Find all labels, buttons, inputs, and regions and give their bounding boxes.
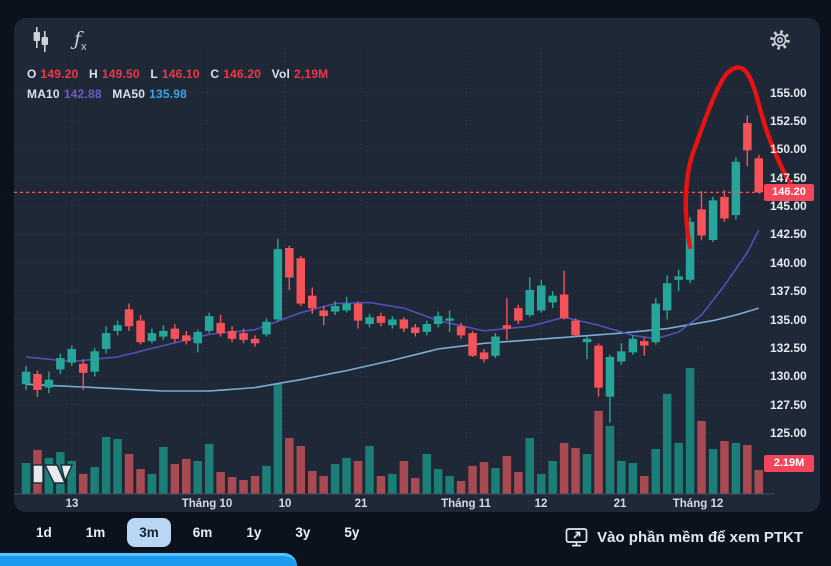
low-label: L [150, 67, 158, 81]
price-tick-label: 125.00 [770, 426, 807, 440]
ma-legend: MA10 142.88 MA50 135.98 [27, 87, 187, 101]
range-button-1y[interactable]: 1y [246, 525, 262, 540]
high-label: H [89, 67, 98, 81]
time-axis-label: 21 [354, 498, 368, 510]
range-button-1d[interactable]: 1d [36, 525, 52, 540]
range-button-6m[interactable]: 6m [192, 525, 213, 540]
price-tick-label: 135.00 [770, 312, 807, 327]
time-axis-label: 21 [613, 498, 627, 510]
range-button-5y[interactable]: 5y [344, 525, 360, 540]
time-axis-label: 10 [278, 498, 292, 510]
time-axis-label: Tháng 12 [672, 498, 724, 510]
open-software-label: Vào phần mềm để xem PTKT [597, 528, 803, 546]
last-price-badge: 146.20 [764, 183, 814, 201]
time-axis-label: 12 [534, 498, 548, 510]
price-tick-label: 127.50 [770, 397, 807, 412]
monitor-arrow-icon [565, 528, 588, 547]
price-tick-label: 140.00 [770, 255, 807, 270]
time-axis-label: Tháng 10 [181, 498, 233, 510]
ma50-value: 135.98 [149, 87, 187, 101]
bottom-action-button[interactable] [0, 553, 297, 566]
chart-panel: ƒx O 149.20 H 149.50 L 146.10 C 146.20 Vol 2,… [14, 18, 820, 512]
low-value: 146.10 [161, 67, 200, 81]
range-button-1m[interactable]: 1m [85, 525, 106, 540]
price-tick-label: 132.50 [770, 340, 807, 355]
last-volume-badge: 2.19M [764, 455, 814, 472]
ma10-label: MA10 [27, 87, 60, 101]
price-tick-label: 130.00 [770, 369, 807, 384]
close-value: 146.20 [223, 67, 262, 81]
open-software-link[interactable]: Vào phần mềm để xem PTKT [565, 527, 803, 547]
open-label: O [27, 67, 37, 81]
range-button-3y[interactable]: 3y [295, 525, 311, 540]
price-chart[interactable] [14, 18, 820, 512]
tradingview-logo[interactable] [31, 460, 75, 486]
price-tick-label: 142.50 [770, 227, 807, 242]
price-tick-label: 150.00 [770, 142, 807, 157]
candlestick-style-icon[interactable] [30, 26, 50, 52]
range-toolbar: 1d 1m 3m 6m 1y 3y 5y [24, 518, 371, 547]
price-tick-label: 147.50 [770, 170, 807, 185]
volume-value: 2,19M [294, 67, 329, 81]
time-axis-label: Tháng 11 [441, 498, 491, 510]
time-axis-label: 13 [65, 498, 79, 510]
volume-label: Vol [271, 67, 291, 81]
high-value: 149.50 [101, 67, 140, 81]
price-tick-label: 145.00 [770, 199, 807, 213]
price-tick-label: 137.50 [770, 284, 807, 299]
close-label: C [210, 67, 220, 81]
fx-indicators-icon[interactable]: ƒx [74, 28, 87, 53]
open-value: 149.20 [40, 67, 79, 81]
range-button-3m[interactable]: 3m [127, 518, 171, 547]
ohlcv-legend: O 149.20 H 149.50 L 146.10 C 146.20 Vol 2,19M [27, 67, 328, 81]
price-tick-label: 152.50 [770, 113, 807, 128]
ma50-label: MA50 [112, 87, 146, 101]
gear-icon[interactable] [768, 28, 792, 52]
ma10-value: 142.88 [63, 87, 102, 101]
price-tick-label: 155.00 [770, 85, 807, 100]
